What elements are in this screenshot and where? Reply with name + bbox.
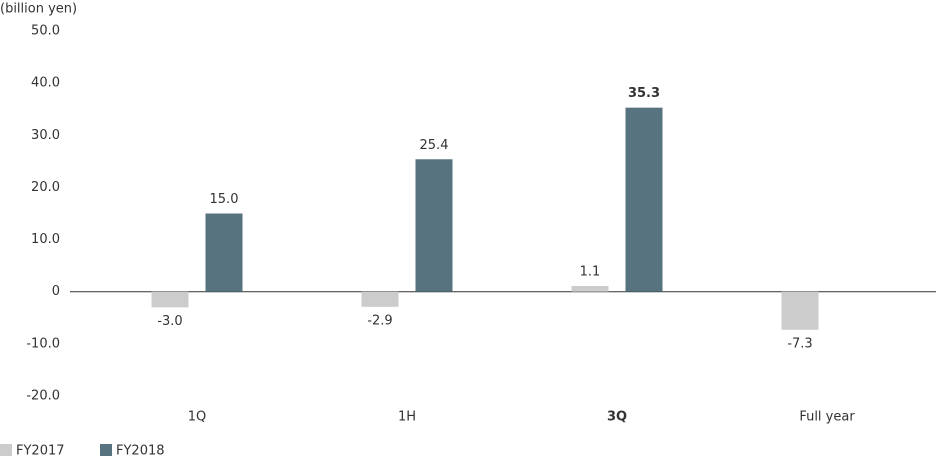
x-tick-label: 1Q bbox=[188, 410, 207, 425]
value-label: -7.3 bbox=[787, 336, 812, 351]
bar bbox=[571, 285, 609, 292]
bar bbox=[205, 213, 243, 292]
y-tick-label: 30.0 bbox=[31, 128, 60, 143]
y-tick-label: 20.0 bbox=[31, 180, 60, 195]
y-tick-label: -10.0 bbox=[26, 336, 60, 351]
bar bbox=[625, 107, 663, 292]
value-label: -3.0 bbox=[157, 314, 182, 329]
x-tick-label: 1H bbox=[398, 410, 416, 425]
value-label: 1.1 bbox=[580, 264, 601, 279]
legend-swatch bbox=[0, 444, 12, 456]
y-tick-label: 10.0 bbox=[31, 232, 60, 247]
bar bbox=[361, 291, 399, 307]
legend-label: FY2017 bbox=[16, 444, 65, 456]
y-tick-label: 50.0 bbox=[31, 24, 60, 39]
value-label: -2.9 bbox=[367, 313, 392, 328]
y-tick-label: 40.0 bbox=[31, 76, 60, 91]
bar bbox=[781, 291, 819, 330]
y-axis-label: (billion yen) bbox=[0, 2, 77, 17]
y-tick-label: -20.0 bbox=[26, 389, 60, 404]
x-tick-label: 3Q bbox=[607, 410, 627, 425]
value-label: 25.4 bbox=[420, 138, 449, 153]
legend-swatch bbox=[100, 444, 112, 456]
value-label: 35.3 bbox=[628, 86, 660, 101]
y-tick-label: 0 bbox=[52, 284, 60, 299]
x-tick-label: Full year bbox=[799, 410, 855, 425]
bar bbox=[151, 291, 189, 308]
bar bbox=[415, 159, 453, 292]
legend-label: FY2018 bbox=[116, 444, 165, 456]
value-label: 15.0 bbox=[210, 192, 239, 207]
